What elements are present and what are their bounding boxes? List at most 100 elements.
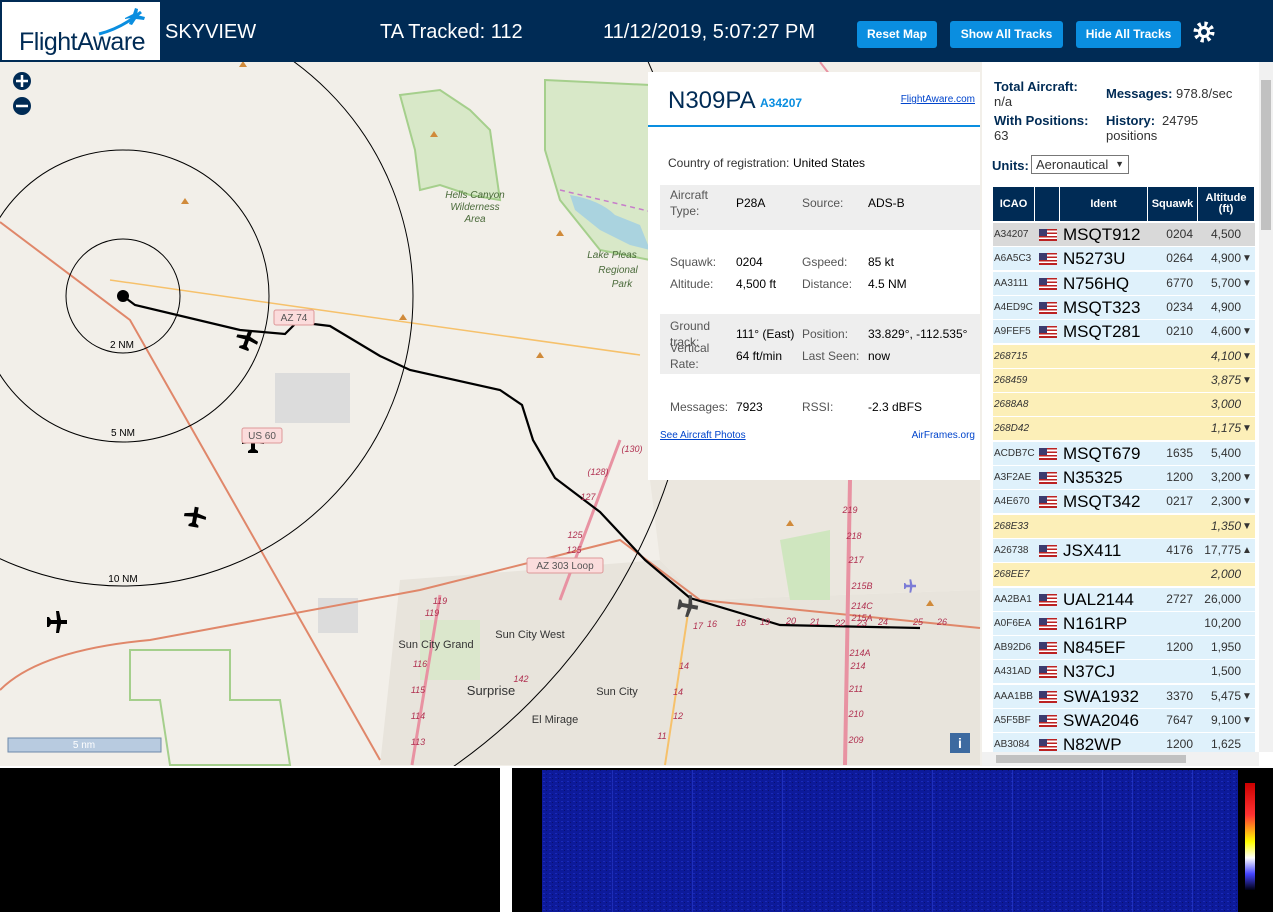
table-row[interactable]: A34207 MSQT912 0204 4,500 xyxy=(993,223,1255,247)
spectrum-line xyxy=(1102,770,1103,912)
popup-section: Squawk: 0204 Gspeed: 85 kt Altitude: 4,500 ft… xyxy=(660,242,980,302)
table-row[interactable]: A9FEF5 MSQT281 0210 4,600 ▼ xyxy=(993,320,1255,345)
map-label: 12 xyxy=(673,711,683,721)
popup-section: Messages: 7923 RSSI: -2.3 dBFS xyxy=(660,386,980,428)
field-label: Squawk: xyxy=(670,255,717,269)
flightaware-link[interactable]: FlightAware.com xyxy=(900,94,975,105)
field-value: 4.5 NM xyxy=(868,277,907,291)
logo[interactable]: FlightAware xyxy=(2,2,160,60)
map-label: Surprise xyxy=(467,683,515,698)
table-row[interactable]: 268E33 1,350 ▼ xyxy=(993,514,1255,539)
ident-cell: N82WP xyxy=(1063,735,1122,755)
field-value: 64 ft/min xyxy=(736,349,783,363)
flag-icon xyxy=(1039,447,1057,460)
map-label: 209 xyxy=(847,735,863,745)
table-header: ICAO xyxy=(993,187,1034,221)
flag-icon xyxy=(1039,593,1057,606)
flag-canton xyxy=(1039,666,1047,674)
table-row[interactable]: ACDB7C MSQT679 1635 5,400 xyxy=(993,441,1255,466)
history-label: History: xyxy=(1106,113,1156,128)
zoom-in[interactable] xyxy=(16,75,28,87)
table-row[interactable]: AB92D6 N845EF 1200 1,950 xyxy=(993,636,1255,661)
country-label: Country of registration: xyxy=(668,156,790,170)
settings-gear[interactable] xyxy=(1192,20,1216,44)
table-row[interactable]: A4ED9C MSQT323 0234 4,900 xyxy=(993,295,1255,320)
map-label: 16 xyxy=(707,619,717,629)
icao-cell: 268715 xyxy=(994,350,1028,362)
table-row[interactable]: A431AD N37CJ 1,500 xyxy=(993,660,1255,685)
map-label: (128) xyxy=(587,467,608,477)
map-label: Lake Pleas xyxy=(587,250,636,261)
photos-link[interactable]: See Aircraft Photos xyxy=(660,430,746,441)
v-scrollbar[interactable] xyxy=(1259,62,1273,752)
squawk-cell: 2727 xyxy=(1166,591,1193,606)
squawk-cell: 0234 xyxy=(1166,299,1193,314)
altitude-cell: 4,900 xyxy=(1210,251,1241,266)
table-row[interactable]: A3F2AE N35325 1200 3,200 ▼ xyxy=(993,466,1255,490)
map-label: 19 xyxy=(760,617,770,627)
units-select[interactable]: Aeronautical ▼ xyxy=(1031,155,1129,174)
field-label: Messages: xyxy=(670,400,729,414)
spectrum-line xyxy=(692,770,693,912)
squawk-cell: 6770 xyxy=(1166,275,1193,290)
trend-arrow: ▼ xyxy=(1242,350,1252,362)
flag-icon xyxy=(1039,301,1057,314)
flag-canton xyxy=(1039,253,1047,261)
field-value: 111° (East) xyxy=(736,327,795,341)
trend-arrow: ▼ xyxy=(1242,326,1252,338)
messages-value: 978.8/sec xyxy=(1176,86,1233,101)
flag-canton xyxy=(1039,642,1047,650)
info-button[interactable] xyxy=(950,733,970,753)
altitude-cell: 2,300 xyxy=(1210,494,1241,509)
map-label: 125 xyxy=(566,545,582,555)
map-label: Wilderness xyxy=(450,202,499,213)
trend-arrow: ▼ xyxy=(1242,472,1252,483)
icao-cell: ACDB7C xyxy=(994,447,1035,459)
map-label: Area xyxy=(463,214,486,225)
flag-icon xyxy=(1039,277,1057,290)
table-row[interactable]: A6A5C3 N5273U 0264 4,900 ▼ xyxy=(993,247,1255,272)
trend-arrow: ▼ xyxy=(1242,496,1252,508)
icao-cell: A4ED9C xyxy=(994,301,1033,313)
show-tracks-button[interactable]: Show All Tracks xyxy=(950,21,1063,48)
altitude-cell: 4,900 xyxy=(1210,299,1241,314)
positions-value: 63 xyxy=(994,128,1009,143)
table-row[interactable]: A5F5BF SWA2046 7647 9,100 ▼ xyxy=(993,709,1255,733)
table-row[interactable]: AA2BA1 UAL2144 2727 26,000 xyxy=(993,587,1255,612)
flag-canton xyxy=(1039,447,1047,455)
reset-map-button[interactable]: Reset Map xyxy=(857,21,937,48)
table-row[interactable]: AA3111 N756HQ 6770 5,700 ▼ xyxy=(993,271,1255,296)
squawk-cell: 1200 xyxy=(1166,640,1193,655)
flag-canton xyxy=(1039,277,1047,285)
table-row[interactable]: A4E670 MSQT342 0217 2,300 ▼ xyxy=(993,490,1255,515)
country-value: United States xyxy=(793,156,866,170)
table-row[interactable]: 2688A8 3,000 xyxy=(993,393,1255,418)
table-row[interactable]: AAA1BB SWA1932 3370 5,475 ▼ xyxy=(993,684,1255,709)
map-label: 5 NM xyxy=(111,428,135,439)
field-value: 4,500 ft xyxy=(736,277,777,291)
total-label: Total Aircraft: xyxy=(994,79,1078,94)
squawk-cell: 0204 xyxy=(1166,227,1193,241)
airframes-link[interactable]: AirFrames.org xyxy=(911,430,975,441)
squawk-cell: 7647 xyxy=(1166,713,1193,727)
map-label: Sun City xyxy=(596,686,638,698)
table-row[interactable]: A26738 JSX411 4176 17,775 ▲ xyxy=(993,538,1255,563)
ident-cell: JSX411 xyxy=(1063,540,1122,560)
map-label: 115 xyxy=(411,685,426,695)
h-scrollbar[interactable] xyxy=(982,752,1259,766)
altitude-cell: 9,100 xyxy=(1210,713,1241,727)
flag-canton xyxy=(1039,326,1047,334)
table-row[interactable]: 268715 4,100 ▼ xyxy=(993,344,1255,369)
altitude-cell: 3,875 xyxy=(1210,372,1241,387)
altitude-cell: 5,475 xyxy=(1210,688,1241,703)
altitude-cell: 10,200 xyxy=(1204,615,1241,630)
table-row[interactable]: A0F6EA N161RP 10,200 xyxy=(993,611,1255,636)
flag-canton xyxy=(1039,739,1047,747)
hide-tracks-button[interactable]: Hide All Tracks xyxy=(1076,21,1181,48)
popup-callsign: N309PA xyxy=(668,87,756,114)
table-row[interactable]: 268EE7 2,000 xyxy=(993,563,1255,588)
ident-cell: N756HQ xyxy=(1063,273,1130,293)
table-row[interactable]: 268459 3,875 ▼ xyxy=(993,368,1255,393)
flag-icon xyxy=(1039,496,1057,509)
table-row[interactable]: 268D42 1,175 ▼ xyxy=(993,417,1255,442)
